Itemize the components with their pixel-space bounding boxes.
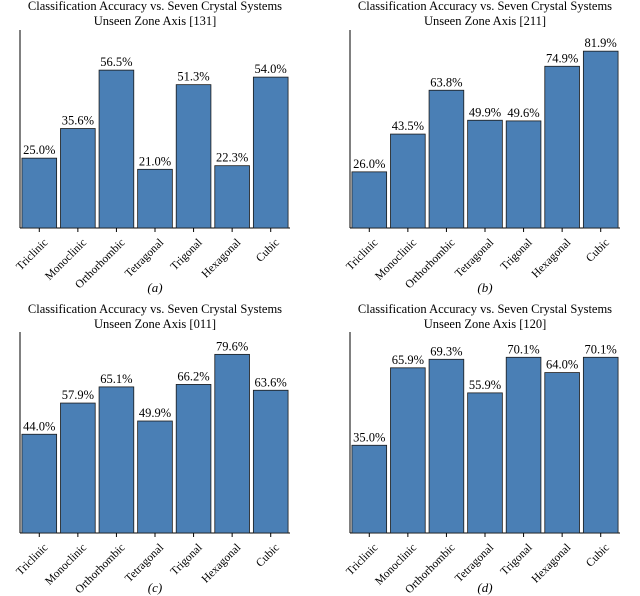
x-tick-label: Tetragonal bbox=[453, 542, 496, 585]
chart-title-line1: Classification Accuracy vs. Seven Crysta… bbox=[358, 302, 612, 316]
bar-trigonal bbox=[505, 120, 542, 229]
data-label: 51.3% bbox=[177, 70, 209, 84]
bar-monoclinic bbox=[60, 128, 96, 229]
x-tick-label: Hexagonal bbox=[530, 237, 574, 281]
x-tick-label: Cubic bbox=[584, 542, 612, 570]
x-tick-label: Tetragonal bbox=[453, 237, 496, 280]
data-label: 54.0% bbox=[255, 62, 287, 76]
bar-orthorhombic bbox=[98, 386, 135, 534]
bar-monoclinic bbox=[390, 367, 426, 534]
x-tick-label: Triclinic bbox=[14, 542, 50, 578]
bar-triclinic bbox=[21, 157, 58, 229]
data-label: 55.9% bbox=[469, 378, 501, 392]
bar-trigonal bbox=[175, 84, 212, 229]
x-tick-label: Hexagonal bbox=[200, 237, 244, 281]
chart-title-line1: Classification Accuracy vs. Seven Crysta… bbox=[28, 0, 282, 13]
chart-caption: (d) bbox=[477, 580, 492, 595]
data-label: 49.6% bbox=[507, 106, 539, 120]
data-label: 43.5% bbox=[392, 119, 424, 133]
data-label: 81.9% bbox=[585, 36, 617, 50]
data-label: 70.1% bbox=[585, 342, 617, 356]
bar-orthorhombic bbox=[428, 89, 465, 229]
x-tick-label: Cubic bbox=[584, 237, 612, 265]
chart-title-line2: Unseen Zone Axis [131] bbox=[94, 14, 217, 28]
x-tick-label: Trigonal bbox=[499, 237, 535, 273]
x-tick-label: Trigonal bbox=[169, 237, 205, 273]
data-label: 44.0% bbox=[23, 419, 55, 433]
chart-panel-b: Classification Accuracy vs. Seven Crysta… bbox=[344, 0, 620, 295]
data-label: 22.3% bbox=[216, 151, 248, 165]
bar-triclinic bbox=[351, 171, 388, 229]
bar-trigonal bbox=[175, 384, 212, 534]
bar-hexagonal bbox=[214, 165, 250, 229]
data-label: 26.0% bbox=[353, 157, 385, 171]
data-label: 49.9% bbox=[469, 105, 501, 119]
bar-tetragonal bbox=[467, 392, 503, 534]
chart-panel-a: Classification Accuracy vs. Seven Crysta… bbox=[14, 0, 290, 295]
x-tick-label: Trigonal bbox=[169, 542, 205, 578]
bar-tetragonal bbox=[467, 119, 503, 229]
x-tick-label: Cubic bbox=[254, 237, 282, 265]
bar-hexagonal bbox=[544, 65, 580, 229]
bar-hexagonal bbox=[544, 372, 580, 534]
chart-caption: (a) bbox=[147, 280, 162, 295]
data-label: 79.6% bbox=[216, 339, 248, 353]
data-label: 69.3% bbox=[430, 344, 462, 358]
bar-triclinic bbox=[21, 433, 58, 534]
x-tick-label: Cubic bbox=[254, 542, 282, 570]
chart-title-line1: Classification Accuracy vs. Seven Crysta… bbox=[358, 0, 612, 13]
bar-triclinic bbox=[351, 444, 388, 534]
x-tick-label: Hexagonal bbox=[200, 542, 244, 586]
data-label: 63.8% bbox=[430, 75, 462, 89]
chart-title-line1: Classification Accuracy vs. Seven Crysta… bbox=[28, 302, 282, 316]
x-tick-label: Triclinic bbox=[14, 237, 50, 273]
bar-tetragonal bbox=[137, 420, 173, 534]
bar-hexagonal bbox=[214, 353, 250, 534]
bar-tetragonal bbox=[137, 168, 173, 229]
x-tick-label: Tetragonal bbox=[123, 542, 166, 585]
data-label: 66.2% bbox=[177, 369, 209, 383]
data-label: 65.1% bbox=[100, 372, 132, 386]
data-label: 56.5% bbox=[100, 55, 132, 69]
bar-monoclinic bbox=[390, 133, 426, 229]
data-label: 25.0% bbox=[23, 143, 55, 157]
x-tick-label: Trigonal bbox=[499, 542, 535, 578]
data-label: 63.6% bbox=[255, 375, 287, 389]
x-tick-label: Tetragonal bbox=[123, 237, 166, 280]
data-label: 35.0% bbox=[353, 430, 385, 444]
bar-cubic bbox=[252, 389, 289, 534]
chart-title-line2: Unseen Zone Axis [211] bbox=[424, 14, 546, 28]
data-label: 64.0% bbox=[546, 358, 578, 372]
chart-title-line2: Unseen Zone Axis [120] bbox=[424, 317, 547, 331]
bar-trigonal bbox=[505, 356, 542, 534]
data-label: 70.1% bbox=[507, 342, 539, 356]
data-label: 21.0% bbox=[139, 154, 171, 168]
bar-cubic bbox=[582, 356, 619, 534]
data-label: 49.9% bbox=[139, 406, 171, 420]
x-tick-label: Hexagonal bbox=[530, 542, 574, 586]
x-tick-label: Triclinic bbox=[344, 237, 380, 273]
chart-panel-c: Classification Accuracy vs. Seven Crysta… bbox=[14, 302, 290, 596]
chart-title-line2: Unseen Zone Axis [011] bbox=[94, 317, 216, 331]
data-label: 65.9% bbox=[392, 353, 424, 367]
chart-caption: (b) bbox=[477, 280, 492, 295]
data-label: 35.6% bbox=[62, 114, 94, 128]
chart-panel-d: Classification Accuracy vs. Seven Crysta… bbox=[344, 302, 620, 596]
x-tick-label: Triclinic bbox=[344, 542, 380, 578]
bar-monoclinic bbox=[60, 402, 96, 534]
bar-orthorhombic bbox=[428, 358, 465, 534]
data-label: 57.9% bbox=[62, 388, 94, 402]
bar-cubic bbox=[252, 76, 289, 229]
bar-orthorhombic bbox=[98, 69, 135, 229]
data-label: 74.9% bbox=[546, 51, 578, 65]
chart-caption: (c) bbox=[148, 580, 162, 595]
bar-cubic bbox=[582, 50, 619, 229]
